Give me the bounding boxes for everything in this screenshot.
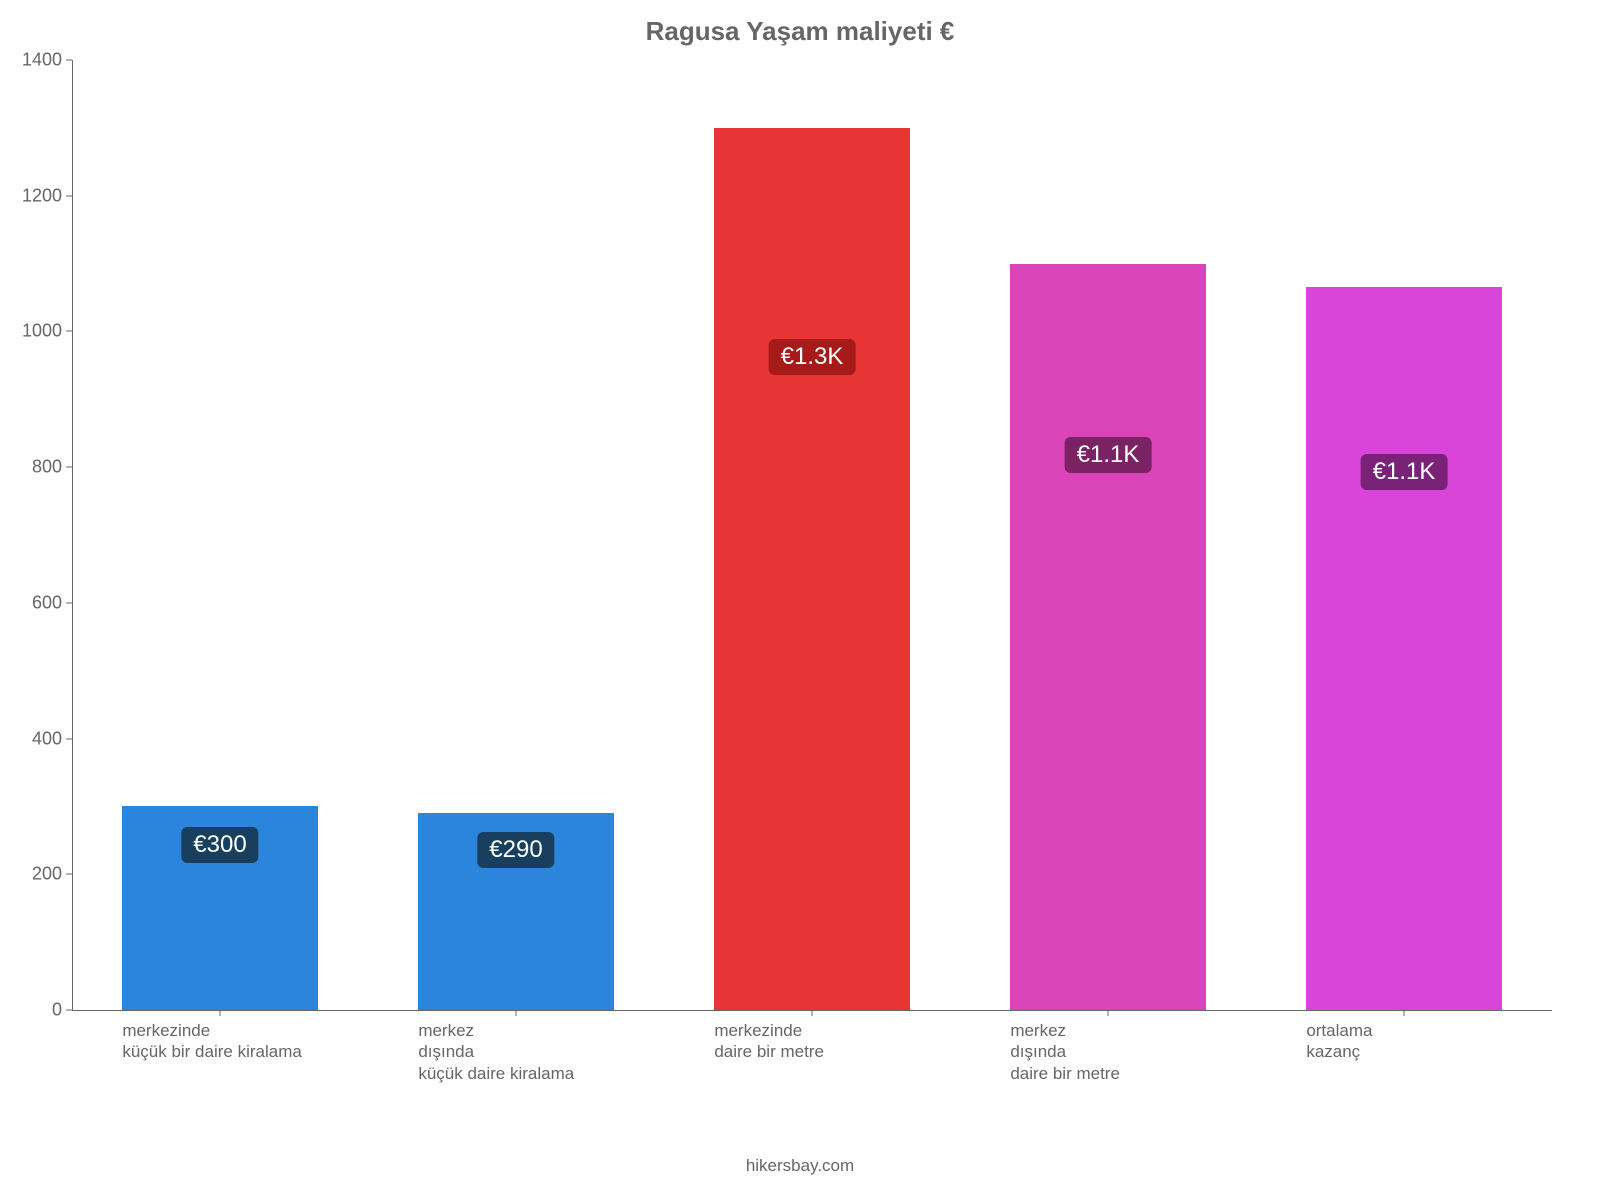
- bar: €290: [418, 813, 613, 1010]
- bar: €300: [122, 806, 317, 1010]
- bar: €1.1K: [1010, 264, 1205, 1010]
- y-tick-mark: [66, 467, 72, 468]
- x-category-label: merkezindeküçük bir daire kiralama: [122, 1020, 418, 1063]
- y-tick-mark: [66, 195, 72, 196]
- y-tick-mark: [66, 331, 72, 332]
- chart-title: Ragusa Yaşam maliyeti €: [0, 16, 1600, 47]
- bar: €1.3K: [714, 128, 909, 1010]
- x-category-label: merkezdışındaküçük daire kiralama: [418, 1020, 714, 1084]
- y-tick-mark: [66, 60, 72, 61]
- x-category-label: ortalamakazanç: [1306, 1020, 1600, 1063]
- x-tick-mark: [220, 1010, 221, 1016]
- bar-value-label: €290: [477, 832, 554, 868]
- plot-area: 0200400600800100012001400€300merkezindek…: [72, 60, 1552, 1010]
- attribution-text: hikersbay.com: [0, 1156, 1600, 1176]
- y-tick-mark: [66, 874, 72, 875]
- y-tick-label: 1200: [22, 185, 72, 206]
- y-axis: [72, 60, 73, 1010]
- y-tick-mark: [66, 602, 72, 603]
- bar-value-label: €1.1K: [1361, 454, 1448, 490]
- x-category-label: merkezdışındadaire bir metre: [1010, 1020, 1306, 1084]
- y-tick-mark: [66, 738, 72, 739]
- bar-value-label: €300: [181, 827, 258, 863]
- y-tick-label: 1000: [22, 321, 72, 342]
- x-category-label: merkezindedaire bir metre: [714, 1020, 1010, 1063]
- bar-value-label: €1.1K: [1065, 437, 1152, 473]
- bar-value-label: €1.3K: [769, 339, 856, 375]
- x-tick-mark: [1404, 1010, 1405, 1016]
- x-tick-mark: [812, 1010, 813, 1016]
- cost-of-living-chart: Ragusa Yaşam maliyeti € 0200400600800100…: [0, 0, 1600, 1200]
- y-tick-label: 1400: [22, 50, 72, 71]
- x-tick-mark: [1108, 1010, 1109, 1016]
- y-tick-mark: [66, 1010, 72, 1011]
- bar: €1.1K: [1306, 287, 1501, 1010]
- x-tick-mark: [516, 1010, 517, 1016]
